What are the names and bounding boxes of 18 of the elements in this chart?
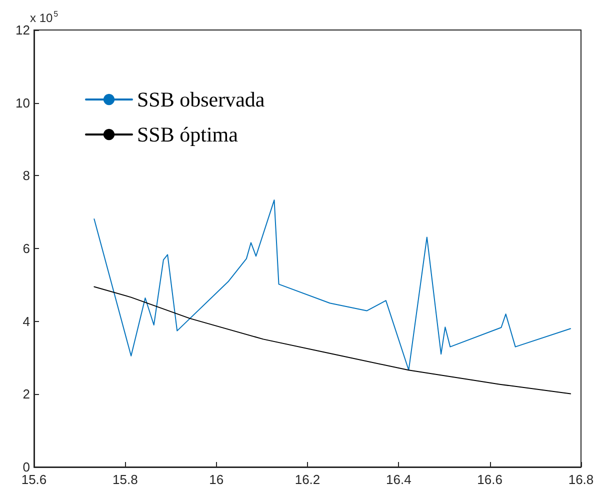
- legend-label: SSB óptima: [137, 122, 239, 146]
- x-tick-label: 16.2: [294, 472, 320, 487]
- y-tick-label: 12: [16, 22, 30, 38]
- x-tick-label: 16.6: [477, 472, 502, 487]
- x-tick-label: 16.8: [568, 472, 594, 487]
- y-tick-label: 10: [16, 95, 30, 110]
- legend-label: SSB observada: [137, 88, 266, 112]
- y-tick-label: 8: [22, 168, 30, 184]
- x-tick-label: 16.4: [386, 472, 412, 487]
- y-tick-label: 6: [22, 241, 30, 256]
- x-tick-label: 15.8: [112, 472, 138, 487]
- line-series: [94, 200, 572, 371]
- y-tick-label: 2: [22, 386, 30, 402]
- line-series: [94, 286, 572, 394]
- y-tick-label: 0: [22, 460, 30, 474]
- y-tick-label: 4: [22, 314, 30, 329]
- x-tick-label: 16: [209, 472, 224, 487]
- x-tick-label: 15.6: [21, 472, 47, 487]
